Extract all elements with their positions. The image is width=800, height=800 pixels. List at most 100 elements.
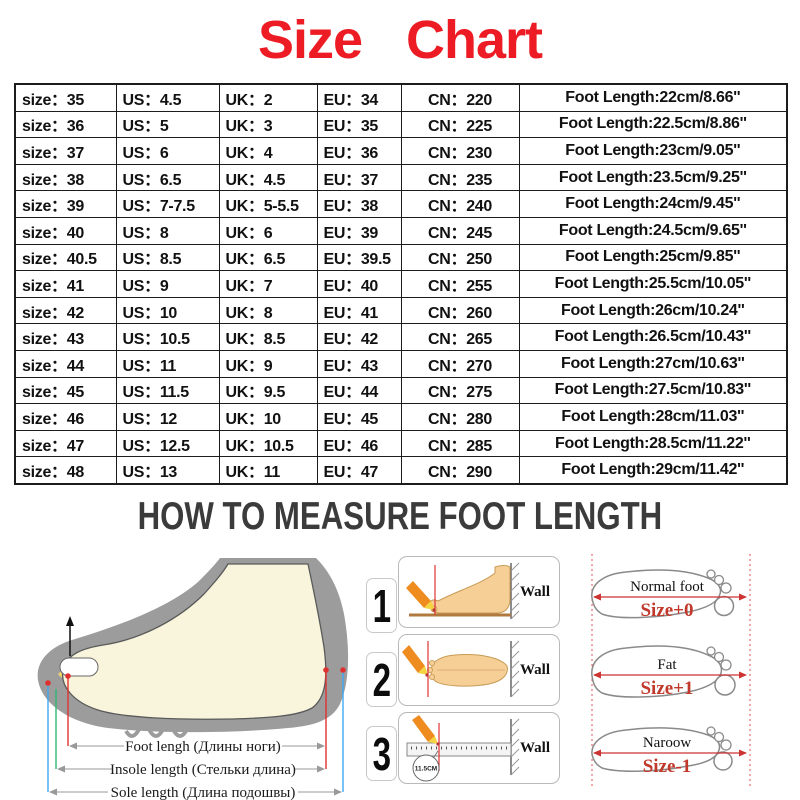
arrow-head [593, 593, 601, 601]
cell-us: US：10.5 [115, 323, 220, 351]
cell-foot-length: Foot Length:22.5cm/8.86'' [518, 110, 788, 139]
table-row: size：47 US：12.5 UK：10.5 EU：46 CN：285 Foo… [14, 429, 788, 458]
cell-eu: EU：45 [316, 403, 402, 431]
cell-eu: EU：37 [316, 163, 402, 192]
cell-us: US：10 [115, 296, 220, 325]
cell-size: size：40.5 [14, 243, 117, 272]
step-3-illustration: 11.5CM Wall [406, 715, 550, 782]
toe [720, 659, 732, 671]
toe [713, 574, 725, 586]
cell-cn: CN：260 [400, 296, 520, 325]
table-row: size：38 US：6.5 UK：4.5 EU：37 CN：235 Foot … [14, 163, 788, 192]
measure-bubble [412, 754, 440, 782]
arrow-head [739, 671, 747, 679]
table-row: size：43 US：10.5 UK：8.5 EU：42 CN：265 Foot… [14, 323, 788, 351]
cell-foot-length: Foot Length:27.5cm/10.83'' [518, 376, 788, 405]
dim-arrow [57, 765, 65, 773]
foot-shape [61, 563, 327, 720]
cell-uk: UK：5-5.5 [218, 190, 318, 218]
sole-length-label: Sole length (Длина подошвы) [111, 785, 296, 800]
cell-uk: UK：10.5 [218, 429, 318, 458]
cell-uk: UK：10 [218, 403, 318, 431]
insole-length-label: Insole length (Стельки длина) [110, 762, 296, 778]
cell-us: US：7-7.5 [115, 190, 220, 218]
arrow-head [593, 749, 601, 757]
ruler [406, 742, 512, 757]
cell-uk: UK：9 [218, 349, 318, 378]
cell-size: size：45 [14, 376, 117, 405]
cell-foot-length: Foot Length:26.5cm/10.43'' [518, 323, 788, 351]
cell-size: size：47 [14, 429, 117, 458]
mark-dot [65, 673, 71, 679]
step-1-illustration: Wall [406, 562, 550, 620]
cell-us: US：4.5 [115, 83, 220, 112]
cell-cn: CN：265 [400, 323, 520, 351]
page-title: Size Chart [257, 10, 543, 70]
table-row: size：39 US：7-7.5 UK：5-5.5 EU：38 CN：240 F… [14, 190, 788, 218]
cell-cn: CN：245 [400, 217, 520, 245]
foot-type-name: Fat [657, 657, 677, 673]
cell-foot-length: Foot Length:25cm/9.85'' [518, 243, 788, 272]
toe-detail [428, 674, 435, 681]
wall-label: Wall [520, 584, 550, 600]
cell-us: US：6.5 [115, 163, 220, 192]
cell-eu: EU：35 [316, 110, 402, 139]
cell-foot-length: Foot Length:22cm/8.66'' [518, 83, 788, 112]
pencil-body [406, 581, 431, 608]
cell-foot-length: Foot Length:23cm/9.05'' [518, 137, 788, 165]
cell-us: US：5 [115, 110, 220, 139]
cell-size: size：44 [14, 349, 117, 378]
mark-dot [45, 680, 51, 686]
cell-cn: CN：225 [400, 110, 520, 139]
pencil-tip [428, 736, 438, 744]
cell-us: US：13 [115, 456, 220, 485]
arrow-head [739, 593, 747, 601]
wall-hatch [510, 640, 520, 698]
table-row: size：37 US：6 UK：4 EU：36 CN：230 Foot Leng… [14, 137, 788, 165]
foot-outline [591, 727, 721, 772]
cell-cn: CN：230 [400, 137, 520, 165]
table-row: size：44 US：11 UK：9 EU：43 CN：270 Foot Len… [14, 349, 788, 378]
table-row: size：46 US：12 UK：10 EU：45 CN：280 Foot Le… [14, 403, 788, 431]
toe [713, 731, 725, 743]
foot-type-name: Naroow [643, 735, 691, 751]
pencil-tip [424, 601, 435, 610]
arrow-head [739, 749, 747, 757]
cell-us: US：8 [115, 217, 220, 245]
cell-eu: EU：44 [316, 376, 402, 405]
cell-uk: UK：7 [218, 270, 318, 298]
toe [720, 739, 732, 751]
table-row: size：36 US：5 UK：3 EU：35 CN：225 Foot Leng… [14, 110, 788, 139]
cell-eu: EU：46 [316, 429, 402, 458]
cell-uk: UK：3 [218, 110, 318, 139]
size-table: size：35 US：4.5 UK：2 EU：34 CN：220 Foot Le… [14, 83, 788, 485]
pencil-tip [418, 666, 428, 675]
cell-size: size：46 [14, 403, 117, 431]
cell-eu: EU：38 [316, 190, 402, 218]
dim-arrow [69, 742, 77, 750]
shoe-measure-diagram: Foot lengh (Длины ноги) Insole length (С… [37, 558, 349, 800]
cell-uk: UK：6 [218, 217, 318, 245]
foot-type-size: Size+0 [640, 600, 693, 621]
toe [706, 569, 716, 579]
step-3-panel: 11.5CM Wall [398, 712, 560, 784]
cell-cn: CN：220 [400, 83, 520, 112]
table-row: size：48 US：13 UK：11 EU：47 CN：290 Foot Le… [14, 456, 788, 485]
arrow-head [593, 671, 601, 679]
cell-uk: UK：8.5 [218, 323, 318, 351]
pencil-lead [432, 608, 436, 612]
dim-arrow [49, 788, 57, 796]
cell-cn: CN：270 [400, 349, 520, 378]
cell-eu: EU：43 [316, 349, 402, 378]
cell-uk: UK：8 [218, 296, 318, 325]
cell-eu: EU：42 [316, 323, 402, 351]
dim-arrow [317, 742, 325, 750]
cell-foot-length: Foot Length:26cm/10.24'' [518, 296, 788, 325]
foot-type-size: Size+1 [640, 678, 693, 699]
table-row: size：42 US：10 UK：8 EU：41 CN：260 Foot Len… [14, 296, 788, 325]
toe-detail [426, 667, 433, 674]
cell-foot-length: Foot Length:29cm/11.42'' [518, 456, 788, 485]
cell-eu: EU：34 [316, 83, 402, 112]
sole-tread [124, 724, 188, 738]
